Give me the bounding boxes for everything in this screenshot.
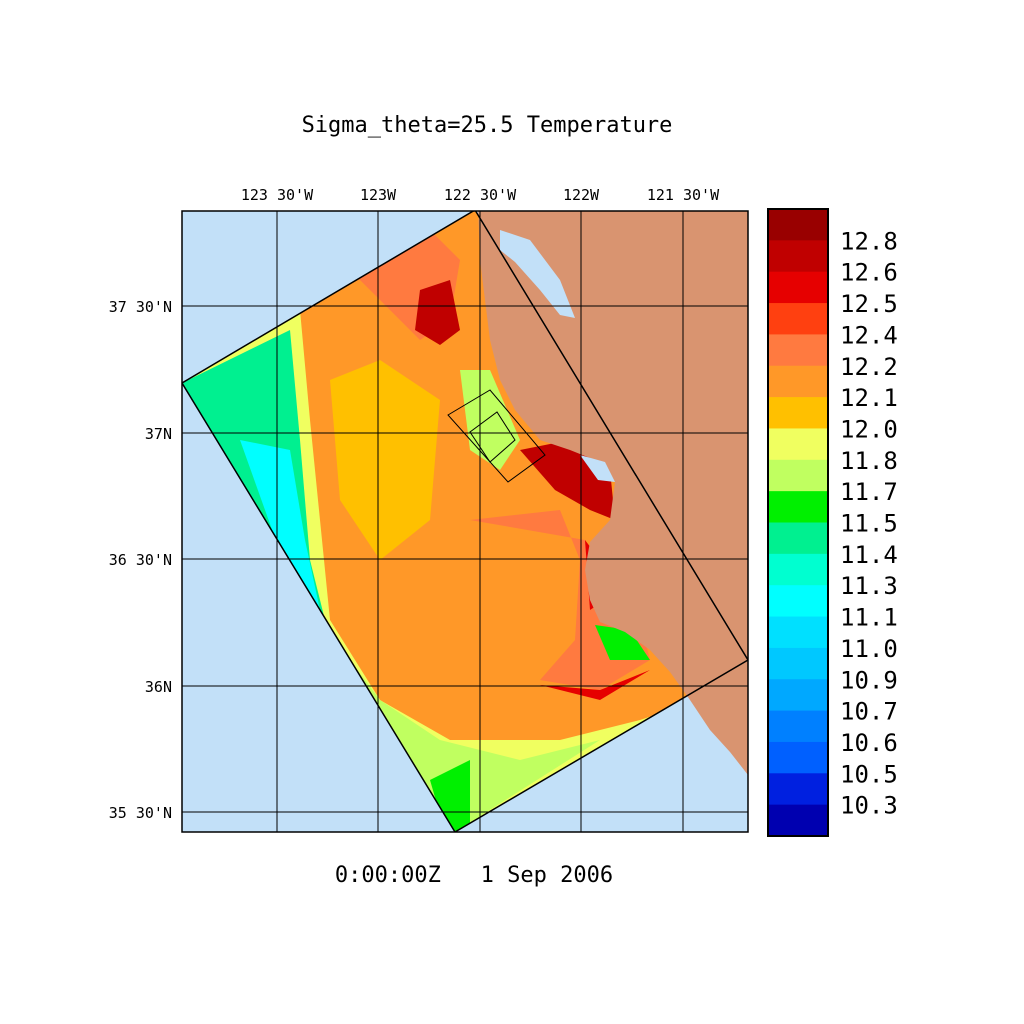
colorbar-label: 12.2 — [840, 353, 898, 381]
colorbar-band — [768, 491, 828, 523]
map-frame — [181, 210, 749, 833]
model-domain-outline — [182, 211, 748, 832]
colorbar-band — [768, 365, 828, 398]
colorbar-band — [768, 428, 828, 461]
colorbar-band — [768, 397, 828, 429]
colorbar-label: 12.0 — [840, 415, 898, 443]
colorbar-band — [768, 616, 828, 649]
colorbar-label: 10.5 — [840, 760, 898, 788]
x-tick-label: 123W — [360, 186, 397, 204]
colorbar-label: 12.1 — [840, 384, 898, 412]
nested-domain-inner-outline — [469, 411, 516, 463]
colorbar-label: 11.5 — [840, 510, 898, 538]
colorbar-band — [768, 209, 828, 241]
timestamp: 0:00:00Z 1 Sep 2006 — [335, 863, 613, 888]
colorbar-label: 11.4 — [840, 541, 898, 569]
gridlines — [182, 211, 748, 832]
y-tick-label: 36N — [145, 678, 172, 696]
monterey-bay-shore — [580, 455, 615, 482]
colorbar-band — [768, 459, 828, 492]
colorbar-label: 10.6 — [840, 729, 898, 757]
map-area — [182, 211, 748, 832]
x-tick-label: 122W — [563, 186, 600, 204]
colorbar-band — [768, 647, 828, 680]
colorbar-label: 12.6 — [840, 259, 898, 287]
y-tick-label: 37 30'N — [109, 298, 172, 316]
colorbar-band — [768, 773, 828, 806]
colorbar-label: 12.4 — [840, 321, 898, 349]
colorbar-label: 11.7 — [840, 478, 898, 506]
colorbar-band — [768, 240, 828, 273]
colorbar-band — [768, 334, 828, 367]
colorbar-label: 11.8 — [840, 447, 898, 475]
y-tick-label: 37N — [145, 425, 172, 443]
x-tick-label: 122 30'W — [444, 186, 517, 204]
colorbar-band — [768, 303, 828, 335]
x-tick-label: 123 30'W — [241, 186, 314, 204]
colorbar-frame — [767, 208, 829, 837]
colorbar: 12.8 12.6 12.5 12.4 12.2 12.1 12.0 11.8 11.7 11.5… — [767, 208, 898, 837]
colorbar-band — [768, 553, 828, 586]
colorbar-label: 10.9 — [840, 666, 898, 694]
colorbar-label: 11.3 — [840, 572, 898, 600]
colorbar-label: 10.7 — [840, 698, 898, 726]
colorbar-band — [768, 585, 828, 618]
colorbar-band — [768, 804, 828, 837]
colorbar-band — [768, 522, 828, 555]
colorbar-label: 10.3 — [840, 792, 898, 820]
y-tick-labels: 37 30'N 37N 36 30'N 36N 35 30'N — [109, 298, 172, 822]
colorbar-band — [768, 710, 828, 743]
chart-title: Sigma_theta=25.5 Temperature — [302, 113, 673, 138]
land — [478, 211, 748, 775]
x-tick-labels: 123 30'W 123W 122 30'W 122W 121 30'W — [241, 186, 720, 204]
sf-bay — [500, 230, 575, 318]
colorbar-label: 12.5 — [840, 290, 898, 318]
colorbar-label: 11.1 — [840, 604, 898, 632]
y-tick-label: 36 30'N — [109, 551, 172, 569]
colorbar-band — [768, 679, 828, 712]
colorbar-label: 12.8 — [840, 227, 898, 255]
x-tick-label: 121 30'W — [647, 186, 720, 204]
colorbar-label: 11.0 — [840, 635, 898, 663]
colorbar-band — [768, 741, 828, 774]
colorbar-band — [768, 271, 828, 304]
y-tick-label: 35 30'N — [109, 804, 172, 822]
